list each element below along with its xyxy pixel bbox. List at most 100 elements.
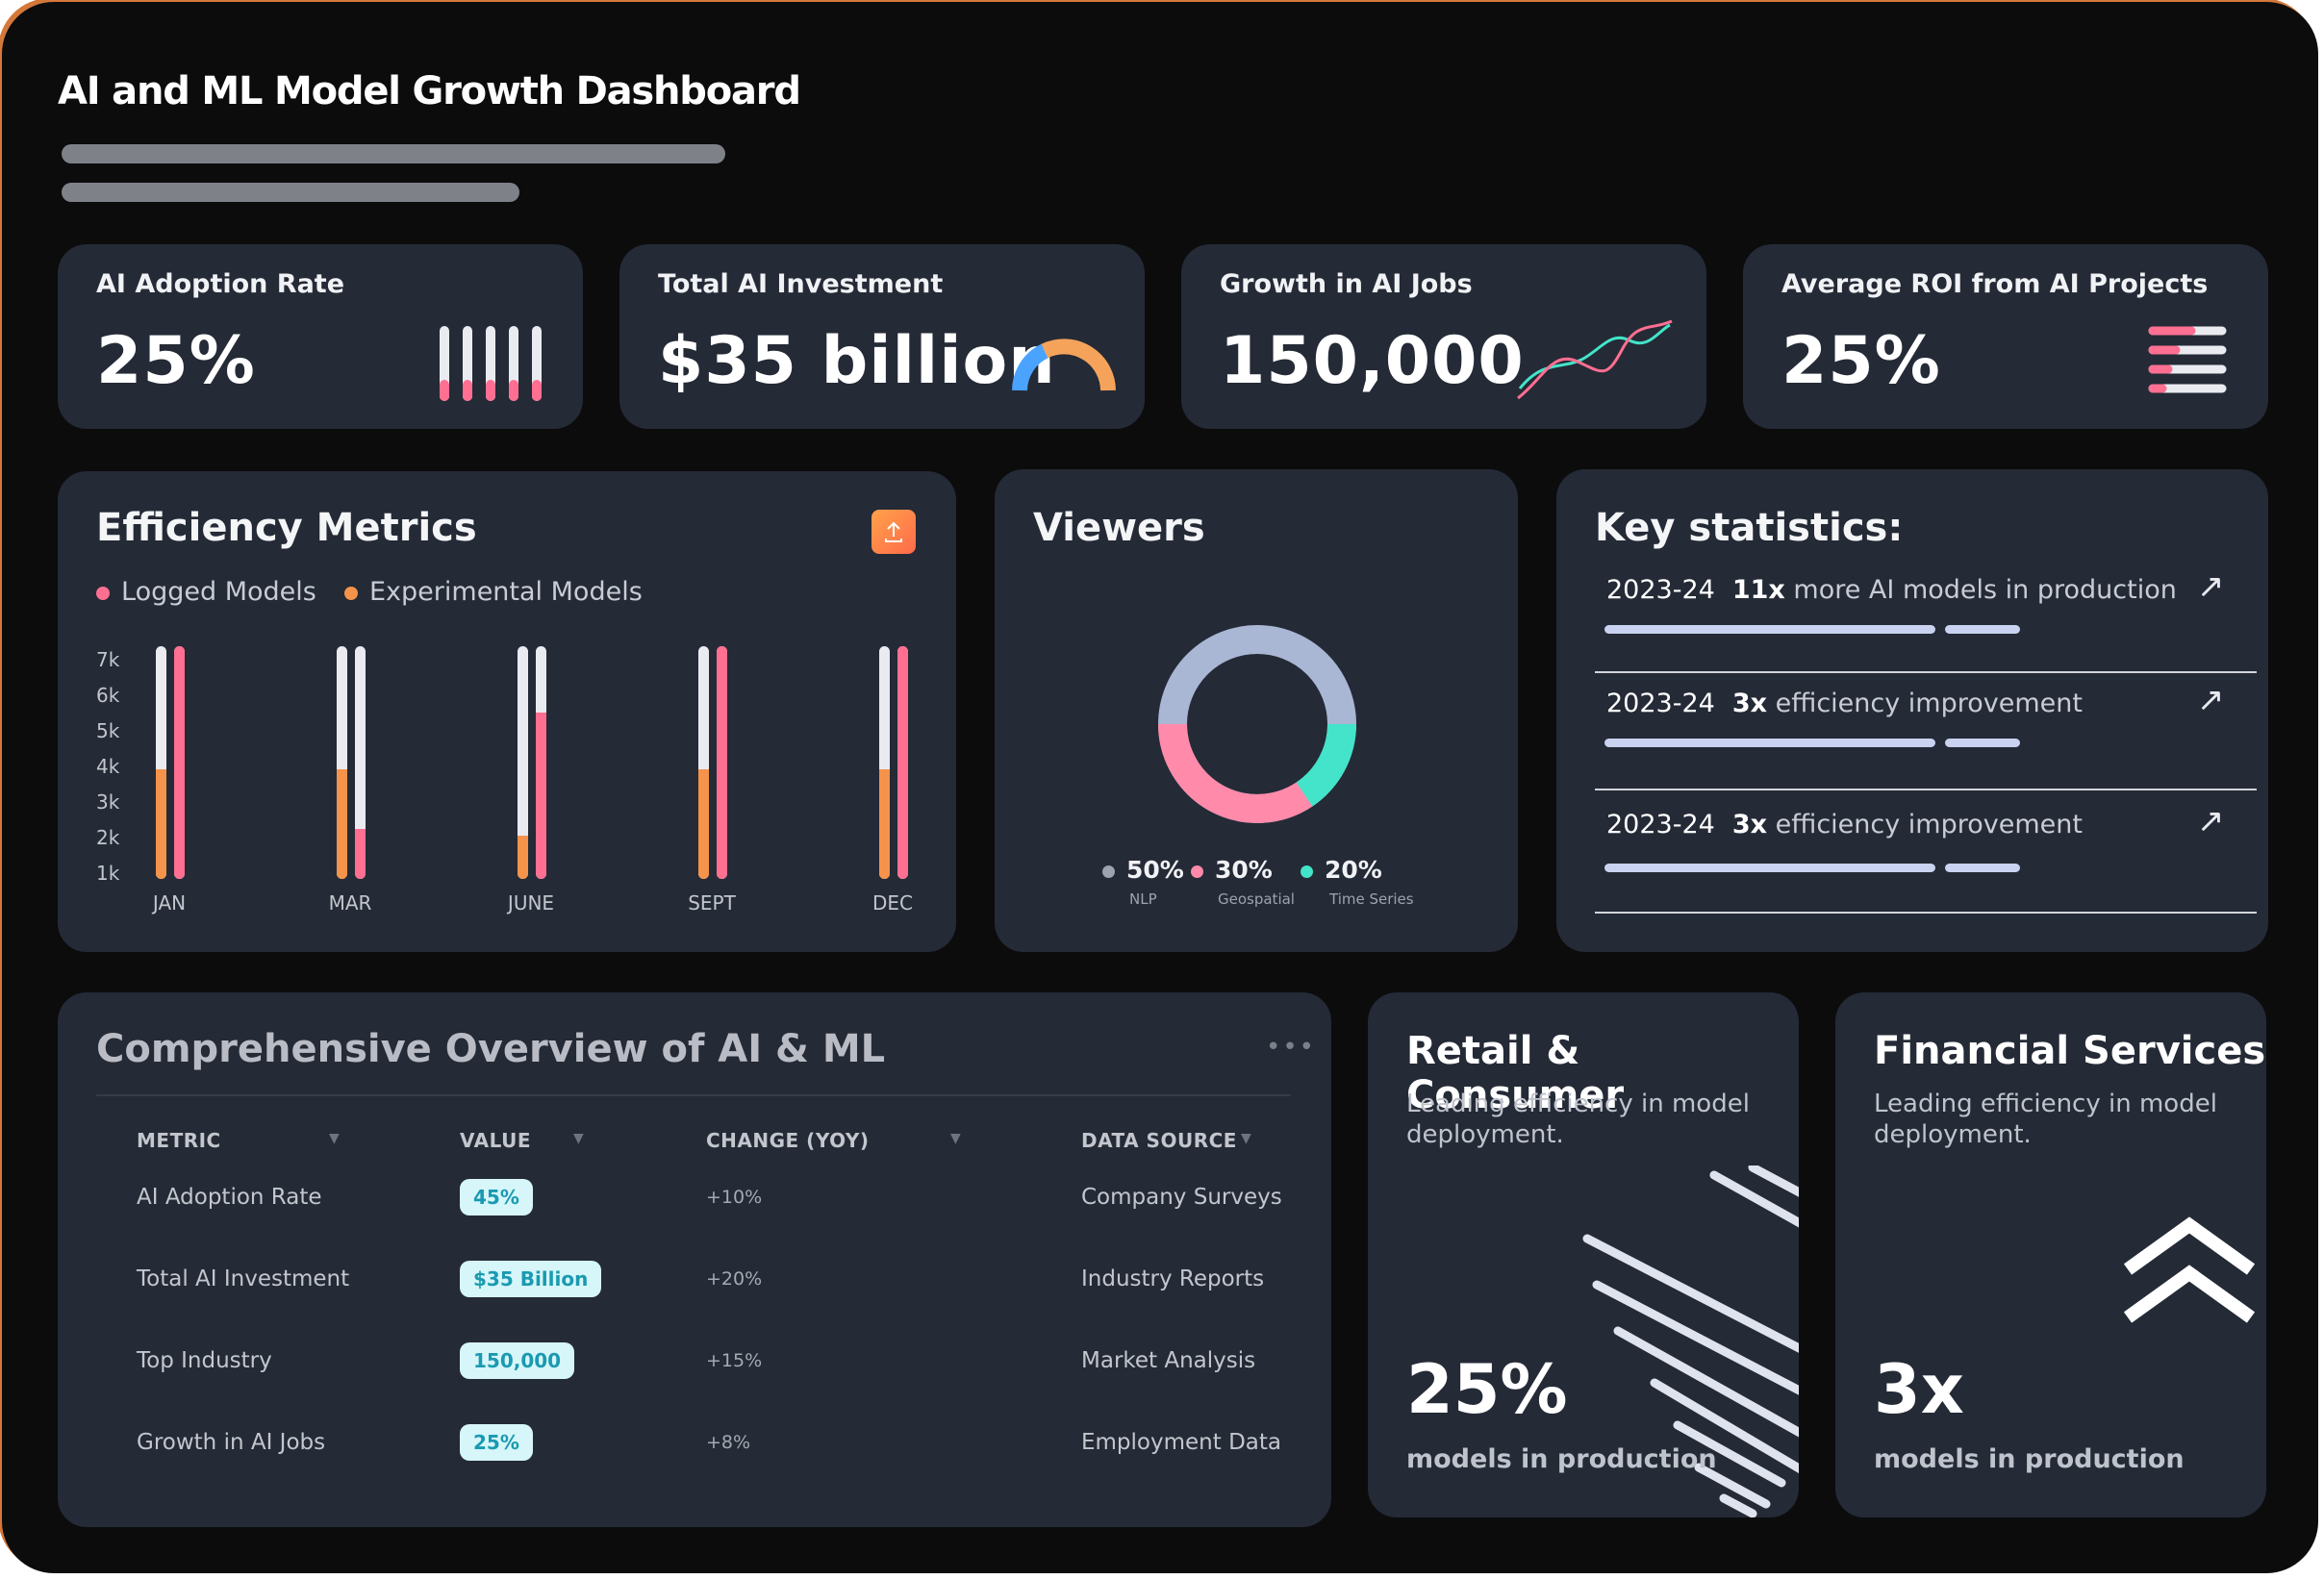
cell-source: Employment Data xyxy=(1081,1430,1281,1455)
cell-change: +10% xyxy=(706,1187,763,1208)
y-tick-label: 7k xyxy=(96,648,120,671)
arrow-up-right-icon[interactable]: ↗ xyxy=(2197,802,2225,840)
kpi-card-investment[interactable]: Total AI Investment $35 billion xyxy=(619,244,1145,429)
y-tick-label: 3k xyxy=(96,790,120,814)
bar-track xyxy=(337,646,347,879)
key-statistics-card: Key statistics: 2023-24 11x more AI model… xyxy=(1556,469,2268,952)
x-tick-label: JUNE xyxy=(507,891,555,915)
kpi-value: 25% xyxy=(96,323,256,399)
efficiency-metrics-card: Efficiency Metrics Logged Models Experim… xyxy=(58,471,956,952)
bar-track xyxy=(355,646,366,879)
section-title: Comprehensive Overview of AI & ML xyxy=(96,1027,886,1071)
double-chevron-up-icon xyxy=(2123,1216,2256,1323)
bar-experimental-models[interactable] xyxy=(879,768,890,879)
column-header-metric[interactable]: METRIC xyxy=(137,1129,221,1152)
kpi-card-jobs[interactable]: Growth in AI Jobs 150,000 xyxy=(1181,244,1706,429)
stat-bar xyxy=(1604,864,1935,872)
more-options-icon[interactable]: ••• xyxy=(1266,1033,1317,1062)
diagonal-stripes-icon xyxy=(1582,1165,1799,1517)
stat-bar xyxy=(1604,625,1935,634)
arrow-up-right-icon[interactable]: ↗ xyxy=(2197,567,2225,606)
bar-track xyxy=(698,646,709,879)
sparkline-icon xyxy=(1517,319,1673,400)
bar-logged-models[interactable] xyxy=(174,646,185,879)
subtitle-placeholder-bar xyxy=(62,144,725,163)
bar-logged-models[interactable] xyxy=(355,829,366,879)
kpi-label: AI Adoption Rate xyxy=(96,269,345,299)
bar-experimental-models[interactable] xyxy=(337,768,347,879)
kpi-label: Total AI Investment xyxy=(658,269,944,299)
section-title: Efficiency Metrics xyxy=(96,506,477,550)
bar-logged-models[interactable] xyxy=(717,646,727,879)
kpi-card-adoption[interactable]: AI Adoption Rate 25% xyxy=(58,244,583,429)
sort-caret-icon[interactable]: ▼ xyxy=(950,1131,961,1146)
viewer-pct-geospatial: 30% xyxy=(1191,856,1273,884)
y-tick-label: 6k xyxy=(96,684,120,707)
column-header-change[interactable]: CHANGE (YOY) xyxy=(706,1129,870,1152)
stat-row[interactable]: 2023-24 3x efficiency improvement ↗ xyxy=(1595,796,2257,921)
stat-bar xyxy=(1945,739,2020,747)
export-button[interactable] xyxy=(872,510,916,554)
x-tick-label: MAR xyxy=(328,891,372,915)
sort-caret-icon[interactable]: ▼ xyxy=(1241,1131,1251,1146)
sort-caret-icon[interactable]: ▼ xyxy=(329,1131,340,1146)
viewer-label-nlp: NLP xyxy=(1129,890,1157,908)
upload-icon xyxy=(885,521,902,542)
divider xyxy=(1595,671,2257,673)
stat-row[interactable]: 2023-24 3x efficiency improvement ↗ xyxy=(1595,675,2257,790)
bar-track xyxy=(897,646,908,879)
viewers-card: Viewers 50% NLP 30% Geospatial 20% Time … xyxy=(995,469,1518,952)
cell-metric: Top Industry xyxy=(137,1348,272,1373)
bar-track xyxy=(879,646,890,879)
stat-bar xyxy=(1945,625,2020,634)
bar-track xyxy=(518,646,528,879)
bar-experimental-models[interactable] xyxy=(156,768,166,879)
section-title: Key statistics: xyxy=(1595,506,1904,550)
column-header-value[interactable]: VALUE xyxy=(460,1129,532,1152)
half-gauge-icon xyxy=(1012,338,1116,391)
cell-change: +20% xyxy=(706,1268,763,1290)
bar-logged-models[interactable] xyxy=(897,646,908,879)
divider xyxy=(96,1094,1291,1096)
column-header-source[interactable]: DATA SOURCE xyxy=(1081,1129,1237,1152)
bar-track xyxy=(156,646,166,879)
kpi-card-roi[interactable]: Average ROI from AI Projects 25% xyxy=(1743,244,2268,429)
legend-label: Logged Models xyxy=(121,577,316,607)
industry-value: 25% xyxy=(1406,1350,1568,1429)
kpi-label: Average ROI from AI Projects xyxy=(1781,269,2209,299)
legend-item-experimental: Experimental Models xyxy=(344,577,643,607)
stat-row[interactable]: 2023-24 11x more AI models in production … xyxy=(1595,562,2257,677)
legend-item-logged: Logged Models xyxy=(96,577,316,607)
stat-text: 2023-24 3x efficiency improvement xyxy=(1606,689,2083,718)
progress-lines-icon xyxy=(2148,326,2227,393)
sort-caret-icon[interactable]: ▼ xyxy=(573,1131,584,1146)
arrow-up-right-icon[interactable]: ↗ xyxy=(2197,681,2225,719)
stat-text: 2023-24 11x more AI models in production xyxy=(1606,575,2177,605)
bar-experimental-models[interactable] xyxy=(698,768,709,879)
cell-source: Market Analysis xyxy=(1081,1348,1256,1373)
x-tick-label: SEPT xyxy=(688,891,736,915)
cell-source: Industry Reports xyxy=(1081,1266,1265,1291)
x-tick-label: DEC xyxy=(872,891,913,915)
bar-experimental-models[interactable] xyxy=(518,836,528,879)
section-title: Viewers xyxy=(1033,506,1205,550)
value-pill: $35 Billion xyxy=(460,1261,602,1297)
bar-track xyxy=(536,646,546,879)
industry-card-financial[interactable]: Financial Services Leading efficiency in… xyxy=(1835,992,2266,1517)
stat-bar xyxy=(1604,739,1935,747)
industry-card-retail[interactable]: Retail & Consumer Leading efficiency in … xyxy=(1368,992,1799,1517)
y-tick-label: 5k xyxy=(96,719,120,742)
industry-title: Financial Services xyxy=(1874,1029,2266,1073)
subtitle-placeholder-bar xyxy=(62,183,519,202)
viewer-label-time-series: Time Series xyxy=(1329,890,1414,908)
legend-dot xyxy=(344,586,358,600)
x-tick-label: JAN xyxy=(152,891,187,915)
cell-source: Company Surveys xyxy=(1081,1185,1282,1210)
viewer-pct-time-series: 20% xyxy=(1301,856,1382,884)
y-tick-label: 2k xyxy=(96,826,120,849)
bar-logged-models[interactable] xyxy=(536,713,546,879)
kpi-value: $35 billion xyxy=(658,323,1056,399)
donut-segment-geospatial xyxy=(1158,723,1313,823)
legend-dot xyxy=(96,586,110,600)
